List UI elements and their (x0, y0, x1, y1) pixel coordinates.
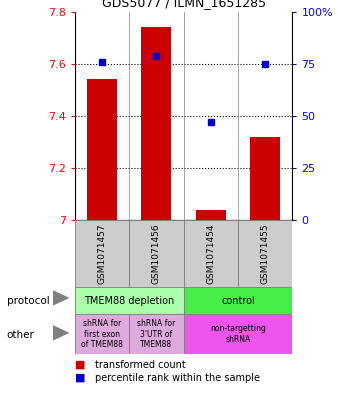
Text: non-targetting
shRNA: non-targetting shRNA (210, 324, 266, 344)
Bar (250, 137, 280, 220)
Text: shRNA for
first exon
of TMEM88: shRNA for first exon of TMEM88 (81, 319, 123, 349)
Bar (129, 314, 184, 354)
Bar (184, 220, 238, 287)
Text: ■: ■ (75, 360, 85, 370)
Text: shRNA for
3'UTR of
TMEM88: shRNA for 3'UTR of TMEM88 (137, 319, 175, 349)
Bar (75, 314, 129, 354)
Bar (196, 210, 226, 220)
Text: GSM1071454: GSM1071454 (206, 223, 215, 284)
Bar (141, 28, 171, 220)
Bar (87, 79, 117, 220)
Text: protocol: protocol (7, 296, 50, 306)
Title: GDS5077 / ILMN_1651285: GDS5077 / ILMN_1651285 (102, 0, 266, 9)
Text: transformed count: transformed count (95, 360, 186, 370)
Bar (184, 287, 292, 314)
Polygon shape (53, 325, 69, 341)
Text: GSM1071456: GSM1071456 (152, 223, 161, 284)
Text: ■: ■ (75, 373, 85, 383)
Bar (75, 220, 129, 287)
Text: other: other (7, 330, 35, 340)
Bar (75, 287, 184, 314)
Bar (238, 220, 292, 287)
Bar (184, 314, 292, 354)
Text: control: control (221, 296, 255, 306)
Polygon shape (53, 290, 69, 306)
Text: TMEM88 depletion: TMEM88 depletion (84, 296, 174, 306)
Text: GSM1071455: GSM1071455 (261, 223, 270, 284)
Text: percentile rank within the sample: percentile rank within the sample (95, 373, 260, 383)
Bar (129, 220, 184, 287)
Text: GSM1071457: GSM1071457 (98, 223, 106, 284)
